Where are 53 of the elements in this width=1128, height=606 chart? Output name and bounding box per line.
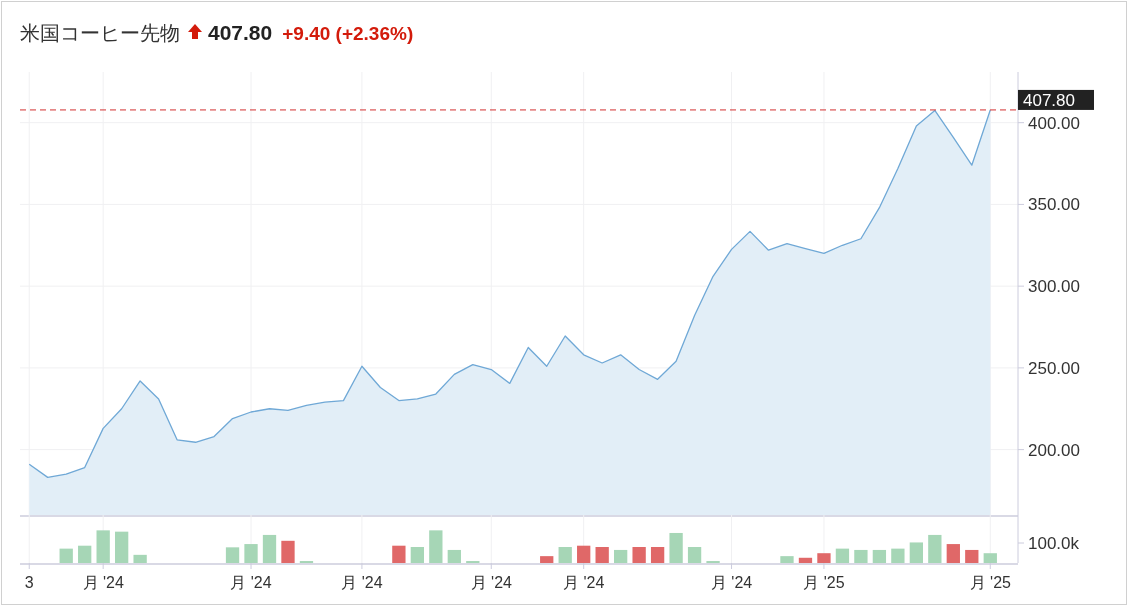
bar [817,553,831,563]
text: +9.40 (+2.36%) [282,23,414,44]
bar [798,557,813,563]
bar [133,554,147,563]
x-tick-label: 月 '24 [563,574,605,591]
bar [244,544,258,563]
x-tick-label: 月 '24 [82,574,124,591]
bar [281,540,295,563]
y-tick-label: 400.00 [1028,113,1080,133]
x-tick-label: 月 '24 [341,574,383,591]
bar [909,542,924,563]
x-tick-label: 月 '24 [470,574,513,591]
bar [650,547,665,563]
y-tick-label: 350.00 [1028,195,1080,215]
x-tick-label: 月 '25 [803,574,845,591]
bar [669,532,683,563]
bar [540,556,554,563]
bar [872,549,887,563]
bar [780,556,794,563]
bar [410,547,425,563]
ref-line-label: 407.80 [1023,90,1075,110]
bar [891,548,905,563]
bar [577,545,591,563]
bar [78,545,92,563]
bar [983,553,997,563]
bar [392,545,406,563]
bar [632,547,646,563]
x-tick-label: 月 '25 [969,574,1012,591]
bar [447,549,461,563]
bar [854,549,868,563]
x-tick-label: 3 [24,574,34,591]
bar [225,547,240,563]
bar [558,547,572,563]
x-tick-label: 月 '24 [710,574,753,591]
x-tick-label: 月 '24 [230,574,272,591]
bar [687,547,702,563]
text: 100.0k [1028,534,1080,553]
chart-subtitle: 407.80 [208,21,273,44]
chart-title: 米国コーヒー先物 [20,22,180,44]
bar [946,544,960,563]
bar [429,530,443,563]
bar [614,549,628,563]
bar [835,548,850,563]
bar [595,547,609,563]
bar [59,548,73,563]
y-tick-label: 300.00 [1028,277,1080,297]
bar [115,531,129,563]
y-tick-label: 200.00 [1028,440,1080,460]
bar [96,530,110,563]
bar [928,534,942,563]
y-tick-label: 250.00 [1028,358,1080,378]
bar [965,549,979,563]
bar [262,534,277,563]
